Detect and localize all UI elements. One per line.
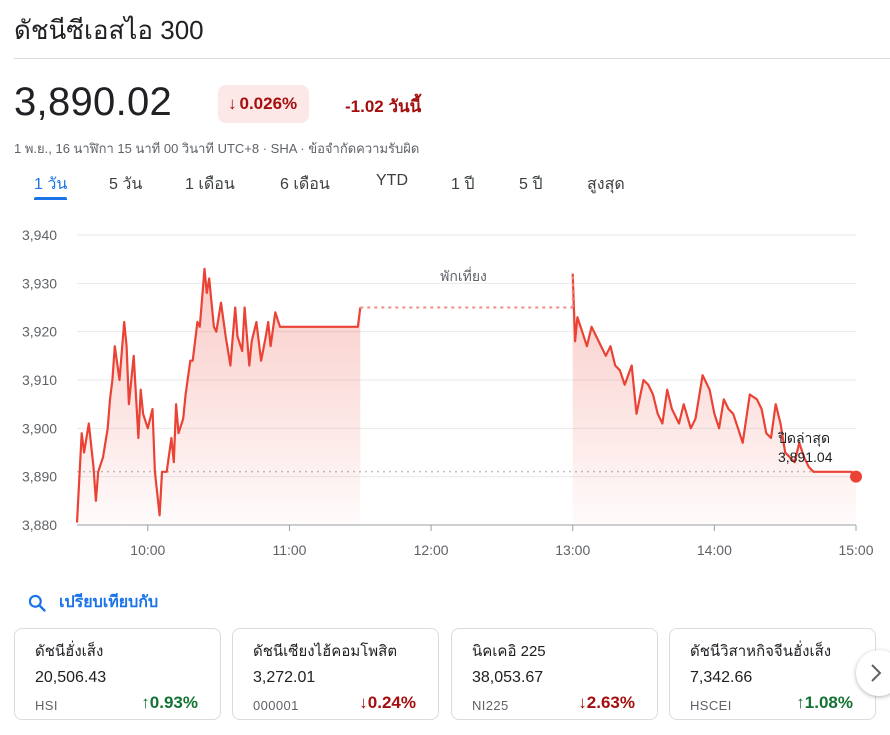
index-ticker: 000001	[253, 698, 299, 713]
arrow-down-icon: ↓	[578, 693, 587, 712]
price-chart[interactable]: 3,940 3,930 3,920 3,910 3,900 3,890 3,880 10:00…	[0, 215, 890, 570]
index-change-value: 2.63%	[586, 693, 635, 712]
previous-close-value: 3,891.04	[778, 449, 833, 465]
x-tick-label: 11:00	[272, 542, 306, 558]
related-indices: ดัชนีฮั่งเส็ง 20,506.43 HSI ↑0.93% ดัชนี…	[14, 628, 890, 722]
change-absolute: -1.02 วันนี้	[345, 97, 422, 116]
morning-series-area	[77, 268, 361, 525]
x-tick-label: 13:00	[555, 542, 590, 558]
change-percent-badge: ↓ 0.026%	[218, 85, 310, 123]
index-ticker: HSCEI	[690, 698, 732, 713]
arrow-up-icon: ↑	[796, 693, 805, 712]
previous-close-label: ปิดล่าสุด	[778, 430, 831, 447]
compare-label: เปรียบเทียบกับ	[59, 594, 159, 611]
index-name: ดัชนีฮั่งเส็ง	[35, 643, 104, 660]
y-tick-label: 3,890	[22, 469, 57, 485]
index-change-value: 0.24%	[367, 693, 416, 712]
compare-button[interactable]: เปรียบเทียบกับ	[27, 590, 158, 615]
tab-5-years[interactable]: 5 ปี	[519, 176, 543, 193]
index-change-value: 0.93%	[149, 693, 198, 712]
index-change: ↓2.63%	[578, 693, 635, 713]
index-value: 20,506.43	[35, 669, 107, 686]
index-card-000001[interactable]: ดัชนีเซียงไฮ้คอมโพสิต 3,272.01 000001 ↓0…	[232, 628, 439, 720]
index-value: 38,053.67	[472, 669, 544, 686]
index-ticker: HSI	[35, 698, 58, 713]
search-icon	[28, 594, 46, 612]
tab-1-day[interactable]: 1 วัน	[34, 172, 68, 200]
tab-1-month[interactable]: 1 เดือน	[185, 176, 235, 193]
page-title: ดัชนีซีเอสไอ 300	[14, 15, 204, 45]
change-percent: 0.026%	[239, 94, 298, 113]
afternoon-series-line	[571, 273, 857, 478]
index-name: ดัชนีเซียงไฮ้คอมโพสิต	[253, 643, 398, 660]
afternoon-series-area	[572, 273, 856, 525]
arrow-down-icon: ↓	[228, 94, 237, 113]
index-card-ni225[interactable]: นิคเคอิ 225 38,053.67 NI225 ↓2.63%	[451, 628, 658, 720]
x-tick-label: 10:00	[130, 542, 165, 558]
x-tick-label: 14:00	[697, 542, 732, 558]
tab-max[interactable]: สูงสุด	[587, 176, 625, 193]
y-tick-label: 3,920	[22, 324, 57, 340]
index-value: 3,272.01	[253, 669, 316, 686]
index-change: ↑1.08%	[796, 693, 853, 713]
index-card-hscei[interactable]: ดัชนีวิสาหกิจจีนฮั่งเส็ง 7,342.66 HSCEI …	[669, 628, 876, 720]
arrow-down-icon: ↓	[359, 693, 368, 712]
current-price: 3,890.02	[14, 80, 173, 124]
arrow-up-icon: ↑	[141, 693, 150, 712]
index-change: ↓0.24%	[359, 693, 416, 713]
index-card-hsi[interactable]: ดัชนีฮั่งเส็ง 20,506.43 HSI ↑0.93%	[14, 628, 221, 720]
tab-5-days[interactable]: 5 วัน	[109, 176, 143, 193]
index-change-value: 1.08%	[804, 693, 853, 712]
tab-6-months[interactable]: 6 เดือน	[280, 176, 330, 193]
index-ticker: NI225	[472, 698, 509, 713]
next-cards-button[interactable]	[856, 650, 890, 696]
index-value: 7,342.66	[690, 669, 753, 686]
quote-meta[interactable]: 1 พ.ย., 16 นาฬิกา 15 นาที 00 วินาที UTC+…	[14, 141, 420, 156]
price-chart-svg: 3,940 3,930 3,920 3,910 3,900 3,890 3,880 10:00…	[22, 227, 874, 558]
index-name: ดัชนีวิสาหกิจจีนฮั่งเส็ง	[690, 643, 832, 660]
header-divider	[14, 58, 890, 59]
morning-series-line	[75, 267, 362, 523]
y-tick-label: 3,940	[22, 227, 57, 243]
index-change: ↑0.93%	[141, 693, 198, 713]
y-tick-label: 3,910	[22, 372, 57, 388]
tab-1-year[interactable]: 1 ปี	[451, 176, 475, 193]
lunch-break-label: พักเที่ยง	[440, 267, 487, 284]
x-tick-label: 12:00	[414, 542, 449, 558]
y-tick-label: 3,880	[22, 517, 57, 533]
tab-ytd[interactable]: YTD	[376, 172, 408, 189]
index-name: นิคเคอิ 225	[472, 643, 546, 660]
x-tick-label: 15:00	[838, 542, 873, 558]
y-tick-label: 3,900	[22, 420, 57, 436]
latest-point-dot	[850, 470, 862, 483]
y-tick-label: 3,930	[22, 275, 57, 291]
chevron-right-icon	[871, 664, 882, 682]
